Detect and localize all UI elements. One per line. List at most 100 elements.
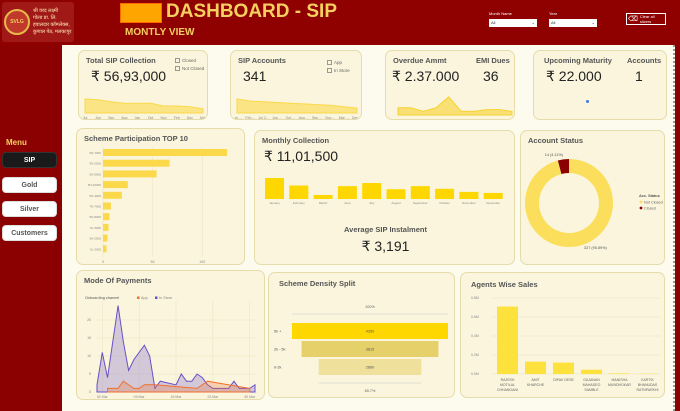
legend-in-store[interactable]: In Store [327,68,350,73]
scheme-density-chart: 100% 4350 5k + 3815 2k - 5k 2860 0-2k 65.7% [274,305,448,393]
legend-not-closed[interactable]: Not Closed [175,66,204,71]
company-logo: SVLG श्री वरद लक्ष्मी गोल्ड प्रा. लि. हवाल… [2,2,74,42]
sparkline-label: Nov ... [325,116,335,120]
slice-label: 14 (4.11%) [545,153,564,157]
x-tick-label: 100 [199,260,205,264]
card-title: SIP Accounts [238,56,286,65]
funnel-bar [301,341,439,357]
bar [581,369,602,374]
y-tick-label: 0.4M [471,334,479,338]
bar [103,191,122,199]
bar [313,194,333,199]
sparkline-label: Dec [187,116,193,120]
monthly-collection-chart: January February March June July August Septem… [265,178,503,205]
x-tick-label: 02 Mar [97,395,109,399]
funnel-category: 2k - 5k [274,348,285,352]
overdue-value: ₹ 2.37.000 [392,68,460,84]
funnel-value: 2860 [366,366,374,370]
y-tick-label: 5 [89,372,91,376]
month-slicer[interactable]: Month Name All ⌄ [489,11,537,27]
x-tick-label: 30 Mar [244,395,256,399]
sparkline-label: Dec ... [352,116,359,120]
top-percent-label: 100% [365,305,375,309]
y-tick-label: 0.6M [471,315,479,319]
menu-gold-button[interactable]: Gold [2,177,57,193]
legend-closed[interactable]: Closed [175,58,196,63]
legend-label: Closed [644,207,656,211]
eraser-icon: ⌫ [628,16,638,23]
agent-name-label: RATNPARKHI [636,388,658,392]
agent-name-label: SAMBLE [584,388,599,392]
y-tick-label: 10 [87,354,91,358]
funnel-category: 5k + [274,330,282,334]
card-title: Upcoming Maturity [544,56,612,65]
menu-sip-button[interactable]: SIP [2,152,57,168]
sparkline-label: Feb ... [245,116,255,120]
data-point [586,100,589,103]
x-tick-label: 0 [102,260,104,264]
agent-name-label: MAHADEO [583,383,601,387]
clear-slicers-label: Clear all slicers [639,14,655,24]
funnel-category: 0-2k [274,366,281,370]
y-tick-label: 0.0M [471,372,479,376]
agent-name-label: CHHANGANI [497,388,518,392]
legend-label: Not Closed [644,201,663,205]
category-label: 5N-10000 [88,183,102,187]
legend-label: Closed [182,58,197,63]
year-slicer[interactable]: Year All ⌄ [549,11,597,27]
bar [362,183,382,199]
month-label: January [269,201,280,205]
y-tick-label: 0.8M [471,296,479,300]
sparkline-label: Sep [108,116,114,120]
card-title: Account Status [528,136,584,145]
agent-name-label: MOTILAL [500,383,515,387]
month-label: February [293,201,306,205]
bar [483,192,503,199]
series-area [96,305,256,393]
legend-app[interactable]: App [327,60,342,65]
scheme-participation-card: Scheme Participation TOP 10 0 50 100 5N-700… [76,128,245,265]
year-slicer-value[interactable]: All [551,20,556,25]
page-subtitle: MONTLY VIEW [125,27,195,38]
menu-silver-button[interactable]: Silver [2,201,57,217]
bar [103,170,157,178]
logo-text: श्री वरद लक्ष्मी गोल्ड प्रा. लि. हवालदार क… [33,8,72,35]
category-label: 5N-3000 [89,194,101,198]
mode-of-payments-card: Mode Of Payments Onboarding channel 0 5 10 1… [76,270,265,400]
series-area [107,380,251,393]
year-slicer-label: Year [549,11,558,16]
clear-slicers-button[interactable]: ⌫ Clear all slicers [626,13,666,25]
sparkline-area [236,98,358,114]
menu-customers-button[interactable]: Customers [2,225,57,241]
maturity-value: ₹ 22.000 [546,68,602,84]
bar [525,361,546,374]
card-title: Scheme Participation TOP 10 [84,134,188,143]
slice-label: 327 (95.89%) [584,246,608,250]
sip-accounts-value: 341 [243,68,267,84]
sparkline-area [397,96,513,116]
legend-title: Onboarding channel [85,296,119,300]
month-label: July [369,201,375,205]
legend-label: In Store [334,68,350,73]
sparkline-label: Jun [95,116,101,120]
bar [103,202,111,210]
category-label: 5N-5000 [89,172,101,176]
bar [103,213,110,221]
overdue-sparkline [397,96,513,116]
checkbox-icon [327,68,332,73]
monthly-total-value: ₹ 11,01,500 [264,148,339,164]
funnel-value: 4350 [366,330,374,334]
bar [103,223,109,231]
month-slicer-value[interactable]: All [491,20,496,25]
bar [553,362,574,374]
card-title: Monthly Collection [262,136,330,145]
avg-instalment-value: ₹ 3,191 [361,238,410,254]
agent-name-label: GAJANAN [583,378,600,382]
category-label: 7N-7000 [89,205,101,209]
bar [103,181,128,189]
logo-seal: SVLG [4,9,30,35]
sparkline-label: Oct [148,116,153,120]
sparkline-area [84,98,204,114]
total-sip-value: ₹ 56,93,000 [91,68,167,84]
legend-marker [137,296,140,299]
